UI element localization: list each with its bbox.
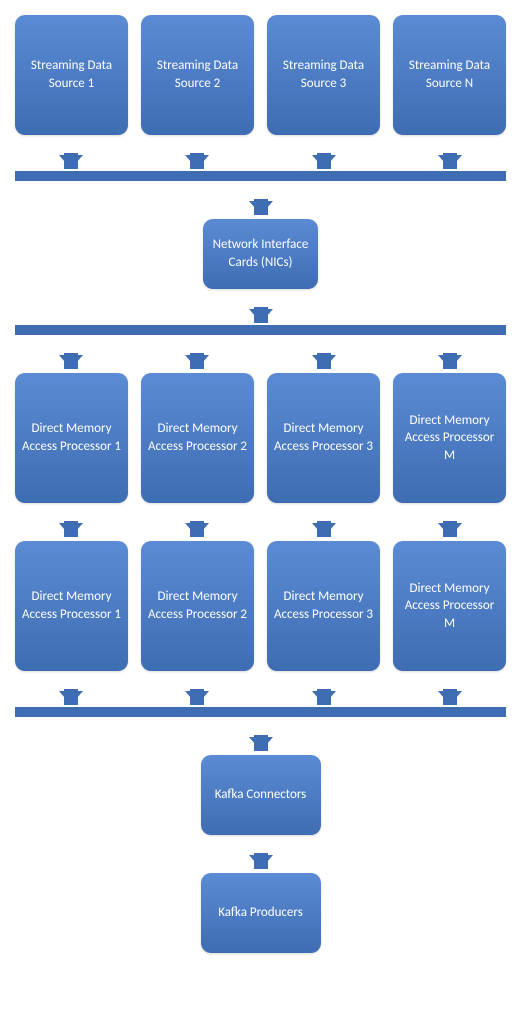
dma-node: Direct Memory Access Processor 1 <box>15 373 128 503</box>
arrow-nic-to-bar <box>15 293 506 323</box>
merge-bar-2 <box>15 707 506 717</box>
arrow-down-icon <box>438 691 462 705</box>
node-label: Direct Memory Access Processor M <box>399 412 500 465</box>
kafka-connectors-row: Kafka Connectors <box>15 755 506 835</box>
node-label: Direct Memory Access Processor 3 <box>273 588 374 623</box>
dma-node: Direct Memory Access Processor 3 <box>267 373 380 503</box>
arrow-down-icon <box>438 155 462 169</box>
node-label: Direct Memory Access Processor 1 <box>21 420 122 455</box>
dma-node: Direct Memory Access Processor M <box>393 373 506 503</box>
node-label: Network Interface Cards (NICs) <box>209 236 312 271</box>
dma-node: Direct Memory Access Processor 2 <box>141 373 254 503</box>
arrow-down-icon <box>59 691 83 705</box>
arrows-dma1-to-dma2 <box>15 507 506 537</box>
dma-row-2: Direct Memory Access Processor 1 Direct … <box>15 541 506 671</box>
arrow-bar-to-kc <box>15 721 506 751</box>
arrows-dma2-to-bar <box>15 675 506 705</box>
arrow-kc-to-kp <box>15 839 506 869</box>
dma-row-1: Direct Memory Access Processor 1 Direct … <box>15 373 506 503</box>
arrow-down-icon <box>185 691 209 705</box>
kafka-producers-node: Kafka Producers <box>201 873 321 953</box>
nic-row: Network Interface Cards (NICs) <box>15 219 506 289</box>
arrow-down-icon <box>438 355 462 369</box>
dma-node: Direct Memory Access Processor 2 <box>141 541 254 671</box>
kafka-connectors-node: Kafka Connectors <box>201 755 321 835</box>
arrow-bar-to-nic <box>15 185 506 215</box>
source-node: Streaming Data Source 3 <box>267 15 380 135</box>
arrow-down-icon <box>249 309 273 323</box>
arrow-down-icon <box>312 355 336 369</box>
arrow-down-icon <box>59 155 83 169</box>
arrows-sources-to-bar <box>15 139 506 169</box>
node-label: Streaming Data Source N <box>399 57 500 92</box>
nic-node: Network Interface Cards (NICs) <box>203 219 318 289</box>
source-node: Streaming Data Source N <box>393 15 506 135</box>
node-label: Direct Memory Access Processor 2 <box>147 420 248 455</box>
sources-row: Streaming Data Source 1 Streaming Data S… <box>15 15 506 135</box>
kafka-producers-row: Kafka Producers <box>15 873 506 953</box>
split-bar <box>15 325 506 335</box>
arrow-down-icon <box>438 523 462 537</box>
arrow-down-icon <box>185 155 209 169</box>
source-node: Streaming Data Source 1 <box>15 15 128 135</box>
node-label: Streaming Data Source 1 <box>21 57 122 92</box>
merge-bar <box>15 171 506 181</box>
arrow-down-icon <box>312 155 336 169</box>
arrow-down-icon <box>185 355 209 369</box>
node-label: Kafka Producers <box>218 904 303 922</box>
arrow-down-icon <box>249 855 273 869</box>
flowchart: Streaming Data Source 1 Streaming Data S… <box>15 15 506 953</box>
node-label: Direct Memory Access Processor 1 <box>21 588 122 623</box>
arrow-down-icon <box>185 523 209 537</box>
arrow-down-icon <box>312 691 336 705</box>
node-label: Direct Memory Access Processor 3 <box>273 420 374 455</box>
arrow-down-icon <box>249 737 273 751</box>
dma-node: Direct Memory Access Processor 3 <box>267 541 380 671</box>
node-label: Streaming Data Source 2 <box>147 57 248 92</box>
arrow-down-icon <box>59 355 83 369</box>
source-node: Streaming Data Source 2 <box>141 15 254 135</box>
dma-node: Direct Memory Access Processor M <box>393 541 506 671</box>
node-label: Streaming Data Source 3 <box>273 57 374 92</box>
node-label: Direct Memory Access Processor 2 <box>147 588 248 623</box>
arrows-bar-to-dma1 <box>15 339 506 369</box>
arrow-down-icon <box>59 523 83 537</box>
arrow-down-icon <box>312 523 336 537</box>
arrow-down-icon <box>249 201 273 215</box>
dma-node: Direct Memory Access Processor 1 <box>15 541 128 671</box>
node-label: Kafka Connectors <box>215 786 307 804</box>
node-label: Direct Memory Access Processor M <box>399 580 500 633</box>
